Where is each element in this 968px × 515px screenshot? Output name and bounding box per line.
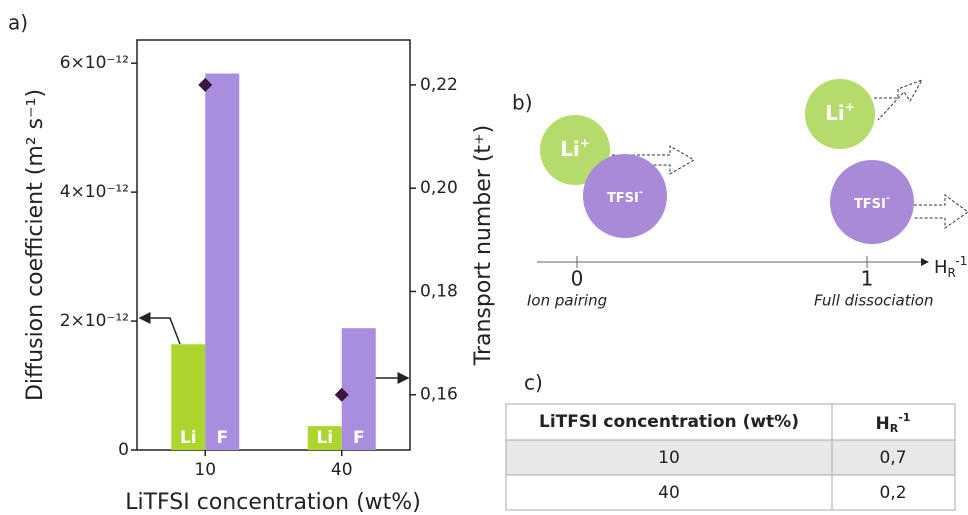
marker [198, 77, 213, 92]
table-cell: 0,2 [879, 483, 906, 503]
annotation-arrow [138, 312, 181, 345]
bar-label: Li [180, 428, 197, 448]
y-tick-label: 2×10⁻¹² [60, 311, 129, 331]
x-tick-label: 40 [331, 460, 353, 480]
y-tick-label: 4×10⁻¹² [60, 182, 129, 202]
x-axis-title: LiTFSI concentration (wt%) [125, 490, 421, 515]
panel-label: b) [512, 91, 533, 115]
bar-label: F [353, 428, 365, 448]
h-tick-label: 1 [861, 267, 874, 291]
h-axis-label: HR-1 [934, 254, 967, 280]
table-cell: 10 [658, 448, 680, 468]
h-caption: Full dissociation [814, 292, 933, 310]
ion-label: TFSI- [854, 193, 890, 212]
y2-tick-label: 0,18 [420, 281, 458, 301]
h-caption: Ion pairing [527, 292, 607, 310]
table-cell: 0,7 [879, 448, 906, 468]
bar [341, 328, 376, 450]
panel-label: c) [524, 371, 543, 395]
motion-arrow [874, 79, 924, 121]
table-grid [505, 403, 956, 511]
tfsi-ion [583, 154, 667, 238]
marker [334, 387, 349, 402]
row-shade [506, 440, 955, 475]
table-header: HR-1 [876, 411, 911, 435]
bar [307, 426, 342, 450]
bar-label: Li [316, 428, 333, 448]
motion-arrow [914, 194, 968, 229]
y-tick-label: 0 [118, 440, 129, 460]
y2-tick-label: 0,22 [420, 75, 458, 95]
y2-tick-label: 0,20 [420, 178, 458, 198]
h-tick-label: 0 [571, 267, 584, 291]
y2-axis-title: Transport number (t⁺) [471, 125, 496, 367]
bar [205, 73, 240, 451]
y-axis-title: Diffusion coefficient (m² s⁻¹) [23, 89, 48, 401]
motion-arrow [612, 145, 695, 175]
table-header: LiTFSI concentration (wt%) [539, 412, 799, 432]
bar-label: F [216, 428, 228, 448]
li-ion [540, 115, 610, 185]
bar [171, 344, 206, 450]
ion-label: TFSI- [607, 187, 643, 206]
x-tick-label: 10 [194, 460, 216, 480]
y2-tick-label: 0,16 [420, 385, 458, 405]
li-ion [805, 79, 875, 149]
table-cell: 40 [658, 483, 680, 503]
plot-frame [136, 39, 411, 451]
y-tick-label: 6×10⁻¹² [60, 53, 129, 73]
ion-label: Li+ [560, 136, 590, 161]
tfsi-ion [830, 160, 914, 244]
panel-label: a) [8, 11, 28, 35]
ion-label: Li+ [825, 100, 855, 125]
